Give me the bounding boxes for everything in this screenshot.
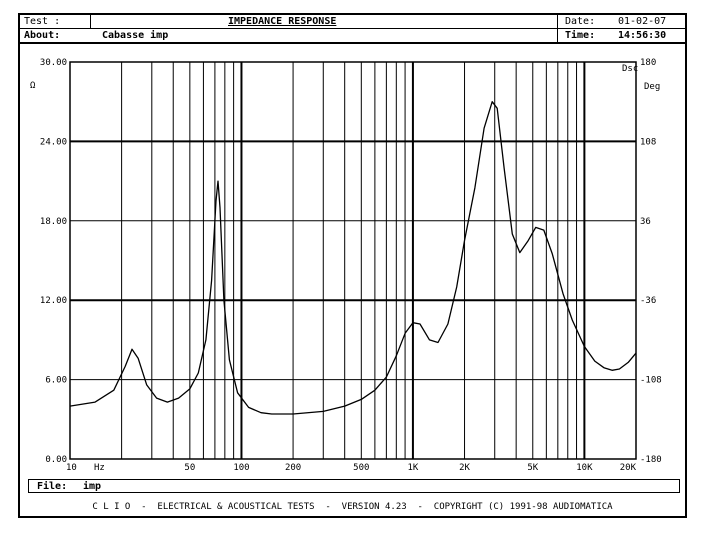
window-frame: Test : IMPEDANCE RESPONSE Date: 01-02-07… [18,13,687,518]
about-value: Cabasse imp [102,30,169,41]
time-label: Time: [565,30,596,41]
y2-tick-label: -36 [640,296,656,306]
header-divider [557,15,558,28]
y-tick-label: 30.00 [40,58,67,68]
y2-tick-label: 108 [640,137,656,147]
header-row-test: Test : IMPEDANCE RESPONSE Date: 01-02-07 [20,15,685,29]
plot-border [69,61,637,460]
time-value: 14:56:30 [618,30,667,41]
impedance-curve [69,101,637,415]
x-tick-label: 10 [66,463,77,473]
about-label: About: [24,30,61,41]
header-divider [557,29,558,42]
x-tick-label: 50 [184,463,195,473]
x-tick-label: 500 [353,463,369,473]
y2-tick-label: -108 [640,376,662,386]
y2-corner-label: Dsc [622,64,638,74]
x-tick-label: 1K [408,463,419,473]
x-tick-label: 100 [233,463,249,473]
y-tick-label: 18.00 [40,217,67,227]
x-tick-label: 20K [620,463,637,473]
file-box: File: imp [28,479,680,493]
page-title: IMPEDANCE RESPONSE [228,16,337,27]
x-tick-label: 10K [576,463,593,473]
x-axis-label: Hz [94,463,105,473]
y-tick-label: 12.00 [40,296,67,306]
file-label: File: [37,481,68,492]
header-divider [90,15,91,28]
date-value: 01-02-07 [618,16,667,27]
footer-text: C L I O - ELECTRICAL & ACOUSTICAL TESTS … [92,502,613,512]
y2-tick-label: -180 [640,455,662,465]
x-tick-label: 2K [459,463,470,473]
x-tick-label: 5K [527,463,538,473]
y2-tick-label: 180 [640,58,656,68]
y-axis-unit: Ω [30,81,36,91]
y-tick-label: 6.00 [45,376,67,386]
x-tick-label: 200 [285,463,301,473]
header-row-about: About: Cabasse imp Time: 14:56:30 [20,29,685,44]
y2-axis-unit: Deg [644,82,660,92]
file-value: imp [83,481,102,492]
test-label: Test : [24,16,61,27]
date-label: Date: [565,16,596,27]
y-tick-label: 24.00 [40,137,67,147]
impedance-chart: 0.00 6.00 12.00 18.00 24.00 30.00 -180 -108 -36 3… [30,58,662,473]
y-tick-label: 0.00 [45,455,67,465]
y2-tick-label: 36 [640,217,651,227]
